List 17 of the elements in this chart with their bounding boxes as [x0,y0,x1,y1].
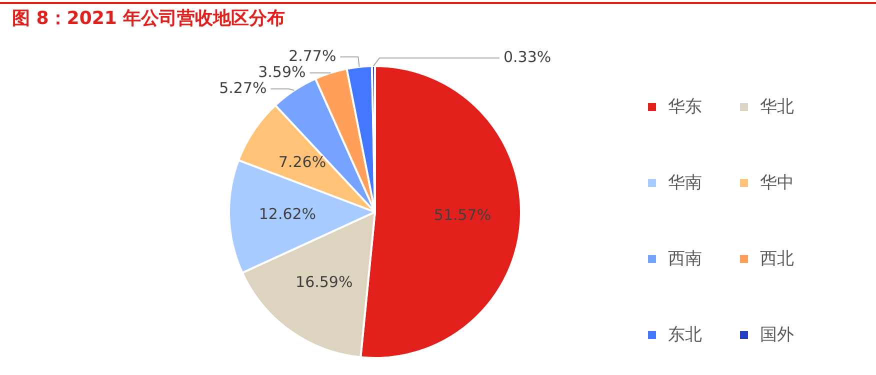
legend-label: 国外 [760,324,794,346]
legend-label: 华南 [668,172,702,194]
data-label: 5.27% [219,78,267,97]
data-label: 3.59% [258,62,306,81]
data-label: 16.59% [296,273,353,292]
data-label: 51.57% [434,206,492,224]
legend-label: 西南 [668,248,702,270]
data-label: 2.77% [288,46,336,65]
legend-label: 西北 [760,248,794,270]
data-label: 0.33% [503,48,552,66]
data-label: 7.26% [278,153,326,172]
data-label: 12.62% [258,204,316,223]
legend-label: 华东 [668,96,702,118]
legend-label: 华中 [760,172,794,194]
legend-label: 华北 [760,96,794,118]
legend-label: 东北 [668,324,702,346]
chart-title: 图 8：2021 年公司营收地区分布 [12,7,286,30]
